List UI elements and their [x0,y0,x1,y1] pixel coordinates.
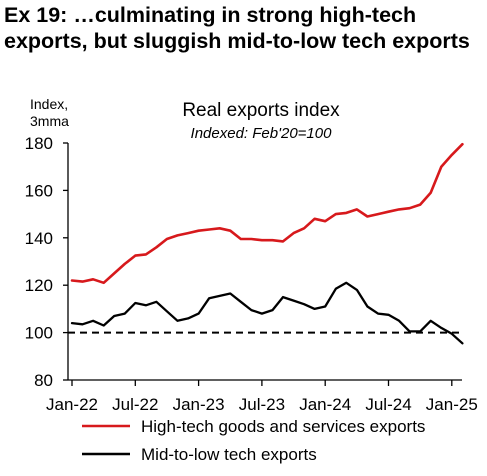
axes: 80 100 120 140 160 180 Jan-22 Jul-22 Jan-23 Jul-2… [25,134,478,414]
x-tick-label: Jan-24 [299,395,351,414]
y-tick-label: 180 [25,134,53,153]
x-tick-label: Jul-23 [239,395,285,414]
legend-label: Mid-to-low tech exports [141,445,317,464]
series-line-mid-to-low-tech [70,281,464,345]
x-tick-label: Jan-23 [173,395,225,414]
x-tick-label: Jan-22 [46,395,98,414]
series-lines [70,142,464,345]
y-axis-label-line-2: 3mma [30,113,69,129]
chart-heading: Ex 19: …culminating in strong high-tech … [4,3,470,53]
y-tick-label: 80 [34,371,53,390]
x-tick-label: Jan-25 [426,395,478,414]
x-tick-label: Jul-24 [365,395,411,414]
legend-label: High-tech goods and services exports [141,417,425,436]
legend: High-tech goods and services exports Mid-… [82,417,425,464]
y-axis-label-line-1: Index, [30,96,68,112]
y-tick-label: 120 [25,276,53,295]
y-tick-label: 140 [25,229,53,248]
y-tick-label: 100 [25,324,53,343]
chart-title: Real exports index [182,100,340,121]
series-line-high-tech [70,142,464,285]
x-tick-label: Jul-22 [112,395,158,414]
chart-subtitle: Indexed: Feb'20=100 [191,125,333,142]
y-tick-label: 160 [25,181,53,200]
